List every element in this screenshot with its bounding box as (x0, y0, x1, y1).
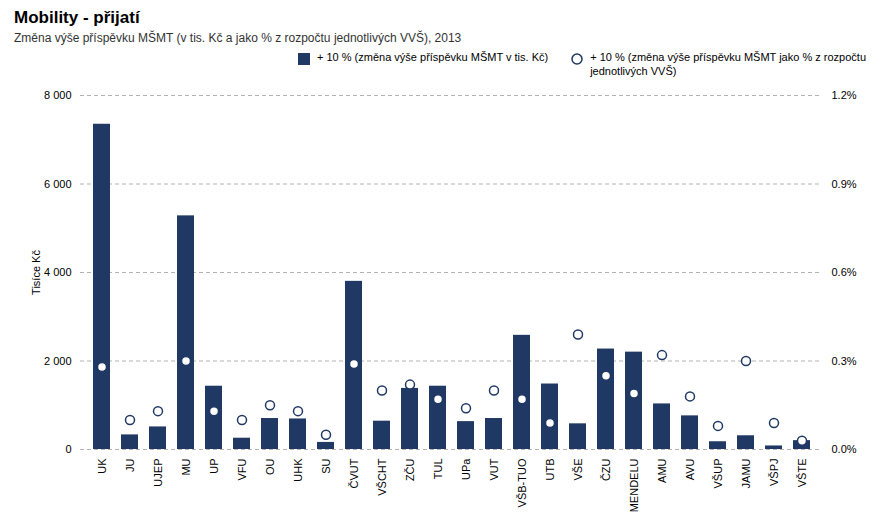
svg-text:Tisíce Kč: Tisíce Kč (30, 249, 42, 294)
svg-text:VŠPJ: VŠPJ (768, 458, 780, 486)
svg-text:UK: UK (96, 457, 108, 473)
svg-text:TUL: TUL (432, 458, 444, 479)
html-text:+ 10 % (změna výše příspěvku M: + 10 % (změna výše příspěvku MŠMT v tis.… (317, 51, 549, 63)
svg-text:UPa: UPa (460, 457, 472, 479)
svg-text:ČVUT: ČVUT (348, 458, 360, 488)
svg-text:OU: OU (264, 458, 276, 475)
svg-text:ZČU: ZČU (404, 458, 416, 481)
svg-text:UHK: UHK (292, 457, 304, 481)
html-text:Mobility - přijatí: Mobility - přijatí (14, 8, 140, 27)
svg-text:VUT: VUT (488, 458, 500, 480)
html-text:+ 10 % (změna výše příspěvku M: + 10 % (změna výše příspěvku MŠMT jako %… (590, 51, 866, 77)
svg-text:0: 0 (65, 443, 71, 455)
svg-text:VŠUP: VŠUP (712, 458, 724, 488)
svg-text:ČZU: ČZU (600, 458, 612, 481)
svg-text:VŠE: VŠE (572, 458, 584, 480)
svg-text:4 000: 4 000 (44, 266, 72, 278)
svg-text:0.9%: 0.9% (832, 177, 857, 189)
svg-text:6 000: 6 000 (44, 177, 72, 189)
svg-text:0.6%: 0.6% (832, 266, 857, 278)
svg-text:AMU: AMU (656, 458, 668, 483)
svg-text:MENDELU: MENDELU (628, 458, 640, 512)
svg-text:0.3%: 0.3% (832, 354, 857, 366)
svg-text:JAMU: JAMU (740, 458, 752, 488)
svg-text:2 000: 2 000 (44, 354, 72, 366)
svg-text:0.0%: 0.0% (832, 443, 857, 455)
svg-text:8 000: 8 000 (44, 89, 72, 101)
svg-text:VFU: VFU (236, 458, 248, 480)
svg-text:VŠCHT: VŠCHT (376, 458, 388, 496)
svg-text:VŠB-TUO: VŠB-TUO (516, 458, 528, 507)
svg-text:UTB: UTB (544, 458, 556, 480)
svg-text:JU: JU (124, 458, 136, 472)
svg-text:UJEP: UJEP (152, 458, 164, 486)
html-text:Změna výše příspěvku MŠMT (v t: Změna výše příspěvku MŠMT (v tis. Kč a j… (14, 31, 462, 45)
svg-text:VŠTE: VŠTE (796, 458, 808, 487)
svg-text:MU: MU (180, 458, 192, 475)
svg-text:UP: UP (208, 458, 220, 473)
svg-text:AVU: AVU (684, 458, 696, 480)
svg-text:1.2%: 1.2% (832, 89, 857, 101)
svg-text:SU: SU (320, 458, 332, 473)
